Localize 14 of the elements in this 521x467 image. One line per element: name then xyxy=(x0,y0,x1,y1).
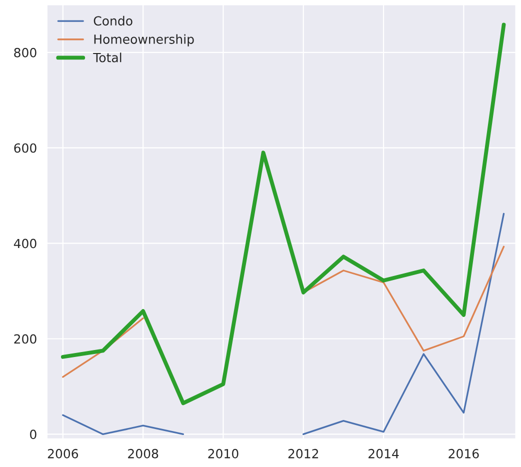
legend-label: Homeownership xyxy=(94,34,194,46)
x-tick-label: 2012 xyxy=(288,448,318,458)
x-tick-label: 2010 xyxy=(208,448,238,458)
y-tick-label: 0 xyxy=(30,430,36,440)
y-tick-label: 800 xyxy=(14,48,36,58)
y-tick-label: 200 xyxy=(14,334,36,344)
x-tick-label: 2014 xyxy=(368,448,399,458)
legend-label: Total xyxy=(93,52,122,62)
y-tick-label: 400 xyxy=(14,238,36,248)
x-tick-label: 2006 xyxy=(48,448,78,458)
y-tick-label: 600 xyxy=(14,143,36,153)
x-tick-label: 2016 xyxy=(448,448,479,458)
x-tick-label: 2008 xyxy=(128,448,158,458)
legend-label: Condo xyxy=(94,16,132,26)
